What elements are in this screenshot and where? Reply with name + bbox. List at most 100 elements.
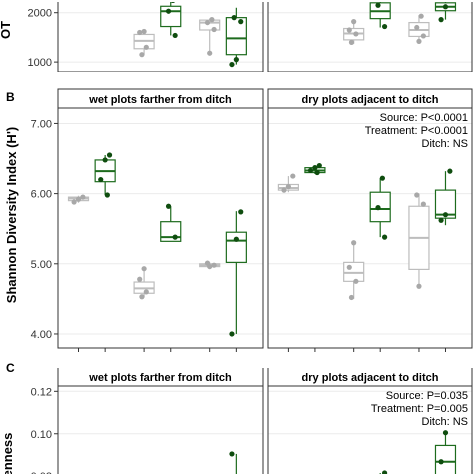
data-point (438, 17, 444, 23)
box-group-control (67, 194, 90, 205)
data-point (351, 240, 357, 246)
panel-label: C (6, 361, 15, 375)
data-point (102, 157, 108, 163)
data-point (382, 470, 388, 474)
data-point (416, 38, 422, 44)
data-point (414, 192, 420, 198)
data-point (281, 187, 287, 193)
facet-frame (267, 385, 473, 474)
box (434, 444, 457, 474)
y-tick-label: 0.08 (31, 471, 52, 474)
data-point (211, 26, 217, 33)
data-point (229, 331, 235, 337)
panel-label: B (6, 90, 15, 104)
box-group-treatment (434, 0, 457, 23)
data-point (314, 169, 320, 176)
data-point (165, 203, 172, 209)
data-point (353, 278, 359, 284)
data-point (231, 15, 237, 21)
data-point (172, 32, 178, 39)
box (160, 5, 182, 28)
data-point (353, 31, 359, 37)
data-point (382, 23, 388, 30)
facet-strip-label: dry plots adjacent to ditch (302, 94, 439, 106)
stats-annotation: Source: P<0.0001 (380, 112, 468, 124)
data-point (75, 196, 82, 202)
data-point (172, 234, 178, 240)
data-point (348, 294, 355, 301)
stats-annotation: Treatment: P<0.0001 (365, 125, 468, 137)
facet-frame (57, 107, 264, 349)
data-point (346, 264, 352, 270)
data-point (229, 61, 235, 68)
data-point (143, 289, 149, 295)
data-point (238, 19, 244, 25)
box-group-treatment (434, 430, 457, 474)
y-axis-label: OT (0, 21, 13, 39)
box-group-treatment (369, 175, 391, 240)
data-point (375, 2, 381, 8)
box-group-control (277, 173, 299, 193)
facet-strip-label: dry plots adjacent to ditch (302, 372, 439, 384)
data-point (438, 459, 444, 465)
data-point (141, 28, 147, 35)
data-point (229, 451, 235, 457)
box (343, 261, 365, 282)
y-tick-label: 4.00 (31, 329, 52, 341)
data-point (312, 165, 318, 171)
data-point (307, 167, 314, 174)
box-group-treatment (94, 152, 116, 198)
box-group-control (199, 260, 221, 270)
data-point (351, 19, 357, 25)
data-point (346, 27, 352, 33)
data-point (233, 236, 239, 242)
y-axis-label: Shannon Diversity Index (H') (4, 127, 19, 303)
data-point (238, 209, 244, 215)
box-group-control (408, 192, 430, 289)
data-point (106, 152, 113, 158)
box (160, 221, 182, 242)
box-group-control (199, 17, 221, 56)
data-point (141, 266, 147, 272)
data-point (420, 33, 426, 39)
data-point (414, 24, 420, 31)
y-axis-label: enness (0, 433, 15, 474)
data-point (207, 50, 213, 56)
data-point (137, 29, 143, 36)
facet-strip-label: wet plots farther from ditch (88, 372, 232, 384)
stats-annotation: Treatment: P=0.005 (371, 403, 468, 415)
box-group-treatment (304, 162, 326, 176)
box-group-control (133, 266, 155, 300)
box-group-treatment (160, 0, 182, 39)
data-point (80, 194, 86, 200)
data-point (137, 276, 143, 282)
box-group-treatment (225, 7, 247, 68)
data-point (447, 168, 453, 174)
data-point (233, 57, 239, 63)
data-point (204, 19, 211, 26)
data-point (209, 17, 215, 23)
box (225, 17, 247, 56)
data-point (379, 175, 385, 181)
data-point (442, 4, 449, 10)
stats-annotation: Ditch: NS (422, 416, 468, 428)
data-point (316, 162, 322, 169)
y-tick-label: 0.10 (31, 429, 52, 441)
data-point (139, 294, 145, 300)
box-group-treatment (369, 0, 391, 30)
data-point (98, 176, 104, 183)
facet-background (268, 108, 472, 348)
data-point (290, 173, 296, 179)
data-point (375, 205, 381, 211)
data-point (438, 217, 444, 223)
data-point (418, 13, 424, 19)
box (434, 189, 457, 219)
box-group-control (343, 19, 365, 45)
stats-annotation: Ditch: NS (422, 138, 468, 150)
data-point (420, 201, 426, 207)
facet-strip-label: wet plots farther from ditch (88, 94, 232, 106)
data-point (382, 234, 388, 240)
stats-annotation: Source: P=0.035 (386, 390, 468, 402)
facet-background (58, 386, 263, 474)
data-point (104, 192, 110, 198)
